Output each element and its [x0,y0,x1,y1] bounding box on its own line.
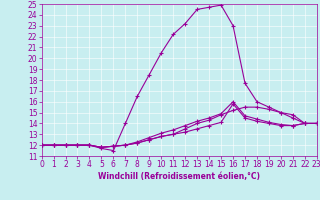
X-axis label: Windchill (Refroidissement éolien,°C): Windchill (Refroidissement éolien,°C) [98,172,260,181]
